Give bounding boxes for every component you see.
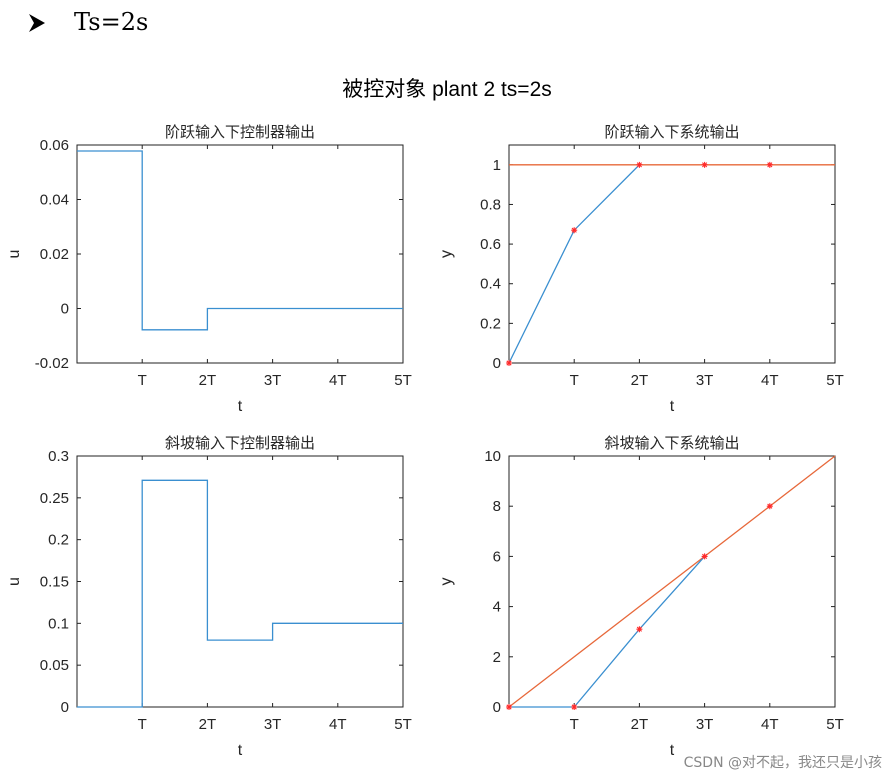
- y-tick-label: 0.2: [480, 315, 501, 332]
- data-point-marker: [571, 704, 578, 710]
- series-line-1: [508, 164, 640, 364]
- x-tick-label: 2T: [199, 716, 217, 733]
- data-point-marker: [571, 227, 578, 234]
- y-axis-label: u: [6, 250, 23, 259]
- subplot-title: 阶跃输入下控制器输出: [165, 123, 315, 141]
- arrowhead-bullet-icon: [29, 14, 45, 32]
- step-u-subplot: 阶跃输入下控制器输出 T 2T 3T 4T 5T -0.02 0 0.02 0.04 0.06 t u: [6, 123, 412, 415]
- data-point-marker: [636, 161, 643, 168]
- y-tick-label: 0.25: [40, 490, 69, 507]
- x-tick-label: 2T: [199, 372, 217, 389]
- x-tick-label: T: [570, 372, 579, 389]
- y-axis-label: u: [6, 577, 23, 586]
- ramp-y-subplot: 斜坡输入下系统输出 T 2T 3T 4T 5T 0 2 4 6 8 10 t y: [438, 434, 844, 759]
- data-point-marker: [506, 360, 512, 366]
- data-point-marker: [506, 704, 512, 710]
- y-tick-label: 4: [493, 599, 501, 616]
- x-tick-label: 5T: [826, 716, 844, 733]
- x-tick-label: 2T: [631, 372, 649, 389]
- subplot-title: 阶跃输入下系统输出: [604, 123, 739, 141]
- y-tick-label: 0: [493, 355, 501, 372]
- x-tick-label: 3T: [696, 716, 714, 733]
- x-axis-label: t: [238, 742, 243, 759]
- y-tick-label: -0.02: [35, 355, 69, 372]
- plot-area-box: [76, 144, 404, 364]
- x-tick-label: T: [138, 372, 147, 389]
- series-line-1: [509, 555, 706, 708]
- y-axis-label: y: [438, 250, 455, 258]
- y-tick-label: 6: [493, 548, 501, 565]
- y-tick-label: 2: [493, 649, 501, 666]
- series-line-0: [77, 479, 403, 708]
- y-tick-label: 1: [493, 157, 501, 174]
- x-tick-label: 4T: [329, 372, 347, 389]
- y-tick-label: 0: [61, 301, 69, 318]
- x-tick-label: 5T: [394, 716, 412, 733]
- y-tick-label: 0.1: [48, 615, 69, 632]
- y-tick-label: 0.06: [40, 137, 69, 154]
- x-tick-label: T: [138, 716, 147, 733]
- plot-area-box: [76, 455, 404, 708]
- y-tick-label: 0.04: [40, 192, 69, 209]
- data-point-marker: [701, 553, 708, 560]
- y-tick-label: 0: [61, 699, 69, 716]
- x-axis-label: t: [670, 398, 675, 415]
- step-y-subplot: 阶跃输入下系统输出 T 2T 3T 4T 5T 0 0.2 0.4 0.6 0.8 1 t y: [438, 123, 844, 415]
- y-axis-label: y: [438, 578, 455, 586]
- y-tick-label: 0.15: [40, 574, 69, 591]
- series-line-0: [508, 455, 836, 708]
- y-tick-label: 8: [493, 498, 501, 515]
- x-tick-label: 5T: [826, 372, 844, 389]
- figure-title: 被控对象 plant 2 ts=2s: [342, 78, 552, 101]
- x-tick-label: 4T: [329, 716, 347, 733]
- x-tick-label: 4T: [761, 716, 779, 733]
- x-tick-label: 2T: [631, 716, 649, 733]
- x-tick-label: T: [570, 716, 579, 733]
- x-tick-label: 5T: [394, 372, 412, 389]
- x-tick-label: 3T: [696, 372, 714, 389]
- x-tick-label: 3T: [264, 716, 282, 733]
- plot-area-box: [508, 455, 836, 708]
- series-line-0: [77, 150, 403, 331]
- y-tick-label: 0: [493, 699, 501, 716]
- y-tick-label: 0.2: [48, 532, 69, 549]
- y-tick-label: 0.4: [480, 276, 501, 293]
- y-tick-label: 0.02: [40, 246, 69, 263]
- y-tick-label: 0.8: [480, 196, 501, 213]
- plot-area-box: [508, 144, 836, 364]
- data-point-marker: [766, 161, 773, 168]
- y-tick-label: 0.05: [40, 657, 69, 674]
- x-axis-label: t: [670, 742, 675, 759]
- y-tick-label: 0.6: [480, 236, 501, 253]
- ramp-u-subplot: 斜坡输入下控制器输出 T 2T 3T 4T 5T 0 0.05 0.1 0.15 0.2 0.25 0.…: [6, 434, 412, 759]
- data-point-marker: [701, 161, 708, 168]
- subplot-title: 斜坡输入下控制器输出: [165, 434, 315, 452]
- data-point-marker: [636, 626, 643, 633]
- x-tick-label: 3T: [264, 372, 282, 389]
- y-tick-label: 10: [484, 448, 501, 465]
- x-axis-label: t: [238, 398, 243, 415]
- slide-heading: Ts=2s: [74, 8, 149, 36]
- x-tick-label: 4T: [761, 372, 779, 389]
- subplot-title: 斜坡输入下系统输出: [604, 434, 739, 452]
- watermark: CSDN @对不起，我还只是小孩: [683, 755, 882, 771]
- y-tick-label: 0.3: [48, 448, 69, 465]
- data-point-marker: [766, 503, 773, 510]
